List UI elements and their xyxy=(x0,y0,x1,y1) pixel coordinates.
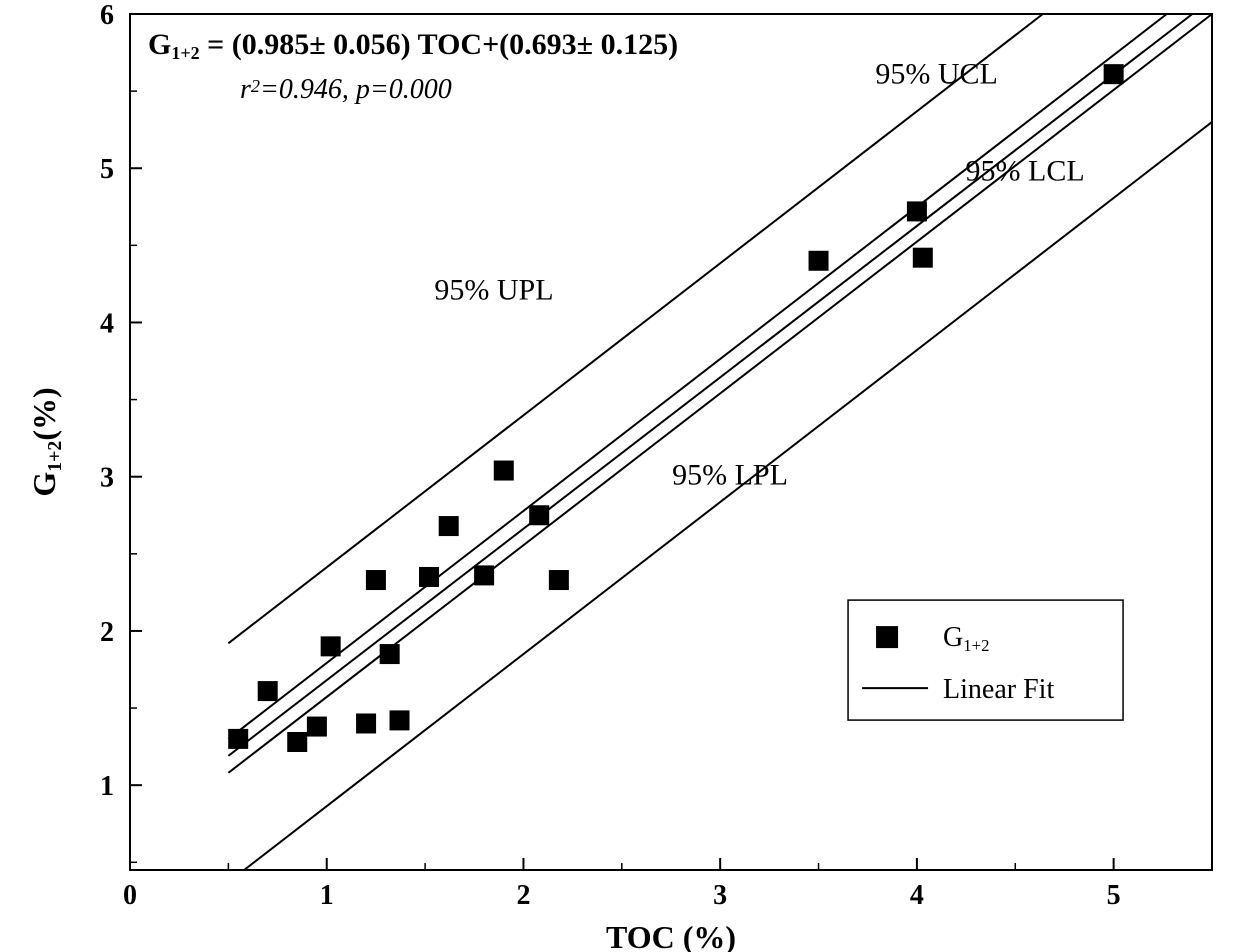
x-tick-label: 5 xyxy=(1107,880,1121,911)
upl-line xyxy=(228,14,1042,643)
x-axis-label: TOC (%) xyxy=(606,919,736,952)
y-tick-label: 3 xyxy=(100,463,114,494)
data-point xyxy=(366,570,386,590)
data-point xyxy=(529,505,549,525)
data-point xyxy=(258,681,278,701)
data-point xyxy=(287,732,307,752)
data-point xyxy=(1104,64,1124,84)
y-tick-label: 4 xyxy=(100,308,114,339)
legend-line-label: Linear Fit xyxy=(943,674,1054,705)
y-axis-label: G1+2(%) xyxy=(26,387,66,496)
y-tick-label: 2 xyxy=(100,617,114,648)
y-tick-label: 6 xyxy=(100,0,114,31)
annotation-label: 95% UPL xyxy=(434,273,553,306)
x-tick-label: 1 xyxy=(320,880,334,911)
data-point xyxy=(439,516,459,536)
x-tick-label: 0 xyxy=(123,880,137,911)
y-tick-label: 5 xyxy=(100,154,114,185)
scatter-chart: 0 1 2 3 4 5 1 2 3 4 5 6 TOC (%) G1+2(%) G1+2 = (0.985±… xyxy=(0,0,1240,952)
data-point xyxy=(390,710,410,730)
x-tick-label: 4 xyxy=(910,880,924,911)
legend-marker-icon xyxy=(876,626,898,648)
y-tick-label: 1 xyxy=(100,771,114,802)
data-point xyxy=(356,713,376,733)
stats-text: r2=0.946, p=0.000 xyxy=(240,74,452,105)
data-point xyxy=(419,567,439,587)
data-point xyxy=(549,570,569,590)
data-point xyxy=(228,729,248,749)
x-tick-label: 3 xyxy=(713,880,727,911)
data-point xyxy=(907,201,927,221)
data-point xyxy=(913,248,933,268)
data-point xyxy=(380,644,400,664)
data-point xyxy=(494,461,514,481)
lpl-line xyxy=(244,122,1212,870)
data-point xyxy=(307,717,327,737)
chart-container: 0 1 2 3 4 5 1 2 3 4 5 6 TOC (%) G1+2(%) G1+2 = (0.985±… xyxy=(0,0,1240,952)
x-tick-label: 2 xyxy=(516,880,530,911)
annotation-label: 95% LCL xyxy=(966,155,1085,188)
data-point xyxy=(321,636,341,656)
data-point xyxy=(809,251,829,271)
data-point xyxy=(474,565,494,585)
annotation-label: 95% UCL xyxy=(875,57,998,90)
equation-text: G1+2 = (0.985± 0.056) TOC+(0.693± 0.125) xyxy=(148,28,678,63)
annotation-label: 95% LPL xyxy=(672,458,788,491)
